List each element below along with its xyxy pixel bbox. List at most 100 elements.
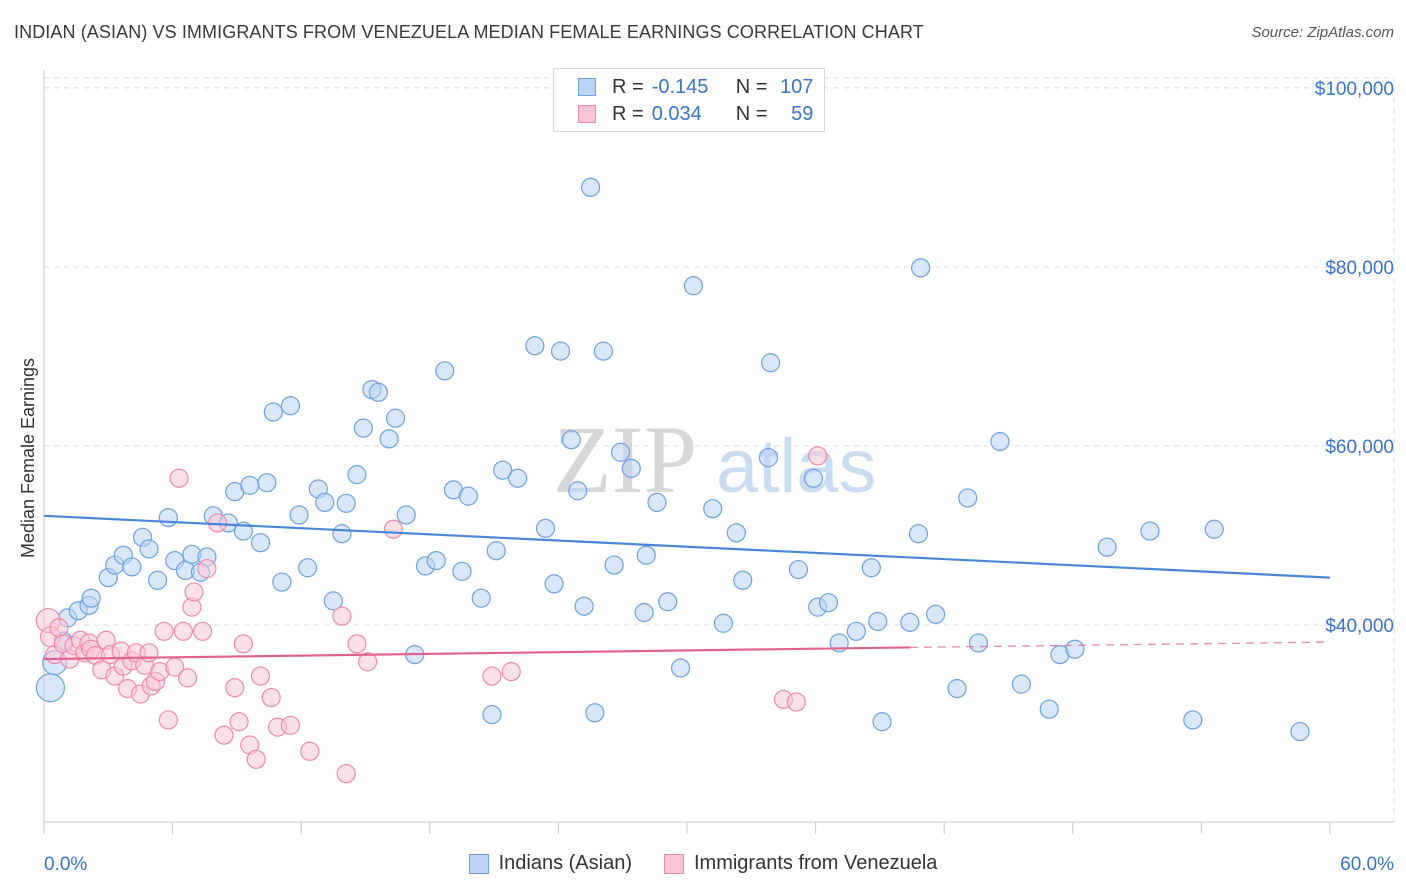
point-indians xyxy=(508,468,528,488)
point-indians xyxy=(593,341,614,361)
x-tick-label: 0.0% xyxy=(44,854,87,875)
correlation-legend: R = -0.145 N = 107 R = 0.034 N = 59 xyxy=(553,68,825,132)
watermark-atlas: atlas xyxy=(716,424,877,509)
n-label: N = xyxy=(735,102,768,125)
point-indians xyxy=(535,518,556,538)
x-tick-label: 60.0% xyxy=(1340,854,1394,875)
point-venezuela xyxy=(158,710,178,730)
point-indians xyxy=(1065,639,1085,659)
point-indians xyxy=(486,541,506,561)
point-indians xyxy=(493,460,513,480)
point-indians xyxy=(1140,521,1160,541)
point-indians xyxy=(525,336,545,356)
point-indians xyxy=(336,493,356,513)
zipatlas-watermark: ZIP atlas xyxy=(553,406,877,513)
legend-label-indians: Indians (Asian) xyxy=(498,852,632,874)
point-indians xyxy=(846,621,866,641)
legend-swatch-blue xyxy=(578,78,596,96)
point-indians xyxy=(658,592,678,612)
source-label: Source: ZipAtlas.com xyxy=(1251,24,1394,41)
point-indians xyxy=(990,431,1010,452)
y-axis-title: Median Female Earnings xyxy=(18,358,38,558)
point-indians xyxy=(323,591,343,611)
n-value-indians: 107 xyxy=(780,75,814,98)
point-indians xyxy=(81,588,101,608)
r-label: R = xyxy=(612,102,644,125)
point-indians xyxy=(550,341,571,361)
point-indians xyxy=(482,704,502,725)
point-venezuela xyxy=(336,764,356,784)
legend-row-indians: R = -0.145 N = 107 xyxy=(578,74,813,100)
point-indians xyxy=(574,596,594,616)
point-indians xyxy=(272,572,292,592)
point-venezuela xyxy=(808,446,828,466)
point-indians xyxy=(289,505,309,525)
trend-line-venezuela xyxy=(43,646,910,661)
n-value-venezuela: 59 xyxy=(791,102,814,125)
point-indians xyxy=(257,473,277,493)
trend-line-venezuela-extrapolated xyxy=(909,641,1331,649)
point-venezuela xyxy=(250,666,271,686)
point-venezuela xyxy=(358,652,378,672)
r-value-venezuela: 0.034 xyxy=(651,102,702,125)
legend-label-venezuela: Immigrants from Venezuela xyxy=(693,852,938,874)
point-venezuela xyxy=(347,634,367,654)
r-value-indians: -0.145 xyxy=(651,75,709,98)
point-venezuela xyxy=(184,582,204,602)
point-indians xyxy=(240,475,260,495)
point-indians xyxy=(35,673,66,703)
chart-title: INDIAN (ASIAN) VS IMMIGRANTS FROM VENEZU… xyxy=(14,22,924,42)
point-venezuela xyxy=(197,559,217,579)
point-indians xyxy=(803,468,824,488)
point-venezuela xyxy=(229,712,249,732)
point-indians xyxy=(1183,710,1203,730)
trend-line-indians xyxy=(43,514,1331,579)
legend-item-indians[interactable]: Indians (Asian) xyxy=(468,852,632,875)
legend-item-venezuela[interactable]: Immigrants from Venezuela xyxy=(663,852,938,875)
point-indians xyxy=(868,611,888,632)
point-venezuela xyxy=(261,687,281,708)
point-venezuela xyxy=(280,715,301,735)
point-indians xyxy=(621,458,641,478)
point-venezuela xyxy=(501,661,521,682)
point-venezuela xyxy=(214,725,234,745)
point-indians xyxy=(647,492,667,512)
point-venezuela xyxy=(233,634,253,654)
point-indians xyxy=(426,550,446,571)
point-indians xyxy=(139,539,159,559)
point-venezuela xyxy=(482,666,502,686)
point-indians xyxy=(760,353,781,373)
point-indians xyxy=(298,558,318,578)
point-indians xyxy=(861,558,881,578)
point-indians xyxy=(1097,537,1117,557)
point-indians xyxy=(585,703,605,723)
point-indians xyxy=(263,402,283,422)
point-indians xyxy=(561,430,581,450)
point-indians xyxy=(968,633,989,653)
y-tick-label: $60,000 xyxy=(1325,437,1394,458)
point-venezuela xyxy=(169,468,189,488)
point-indians xyxy=(818,593,839,613)
point-indians xyxy=(580,177,601,197)
point-venezuela xyxy=(154,621,174,641)
point-venezuela xyxy=(178,668,198,688)
point-indians xyxy=(396,505,416,525)
point-indians xyxy=(670,658,691,678)
point-indians xyxy=(908,524,929,544)
legend-swatch-blue xyxy=(468,853,489,874)
y-tick-label: $40,000 xyxy=(1325,616,1394,637)
point-indians xyxy=(634,602,654,623)
point-indians xyxy=(758,448,779,468)
point-venezuela xyxy=(332,606,352,626)
point-venezuela xyxy=(193,621,213,641)
point-indians xyxy=(147,570,168,590)
point-indians xyxy=(385,408,406,428)
point-indians xyxy=(250,533,271,553)
point-indians xyxy=(458,486,478,506)
legend-row-venezuela: R = 0.034 N = 59 xyxy=(578,101,813,127)
point-indians xyxy=(604,555,624,575)
point-indians xyxy=(872,712,892,732)
point-indians xyxy=(726,523,746,543)
point-indians xyxy=(683,276,704,296)
